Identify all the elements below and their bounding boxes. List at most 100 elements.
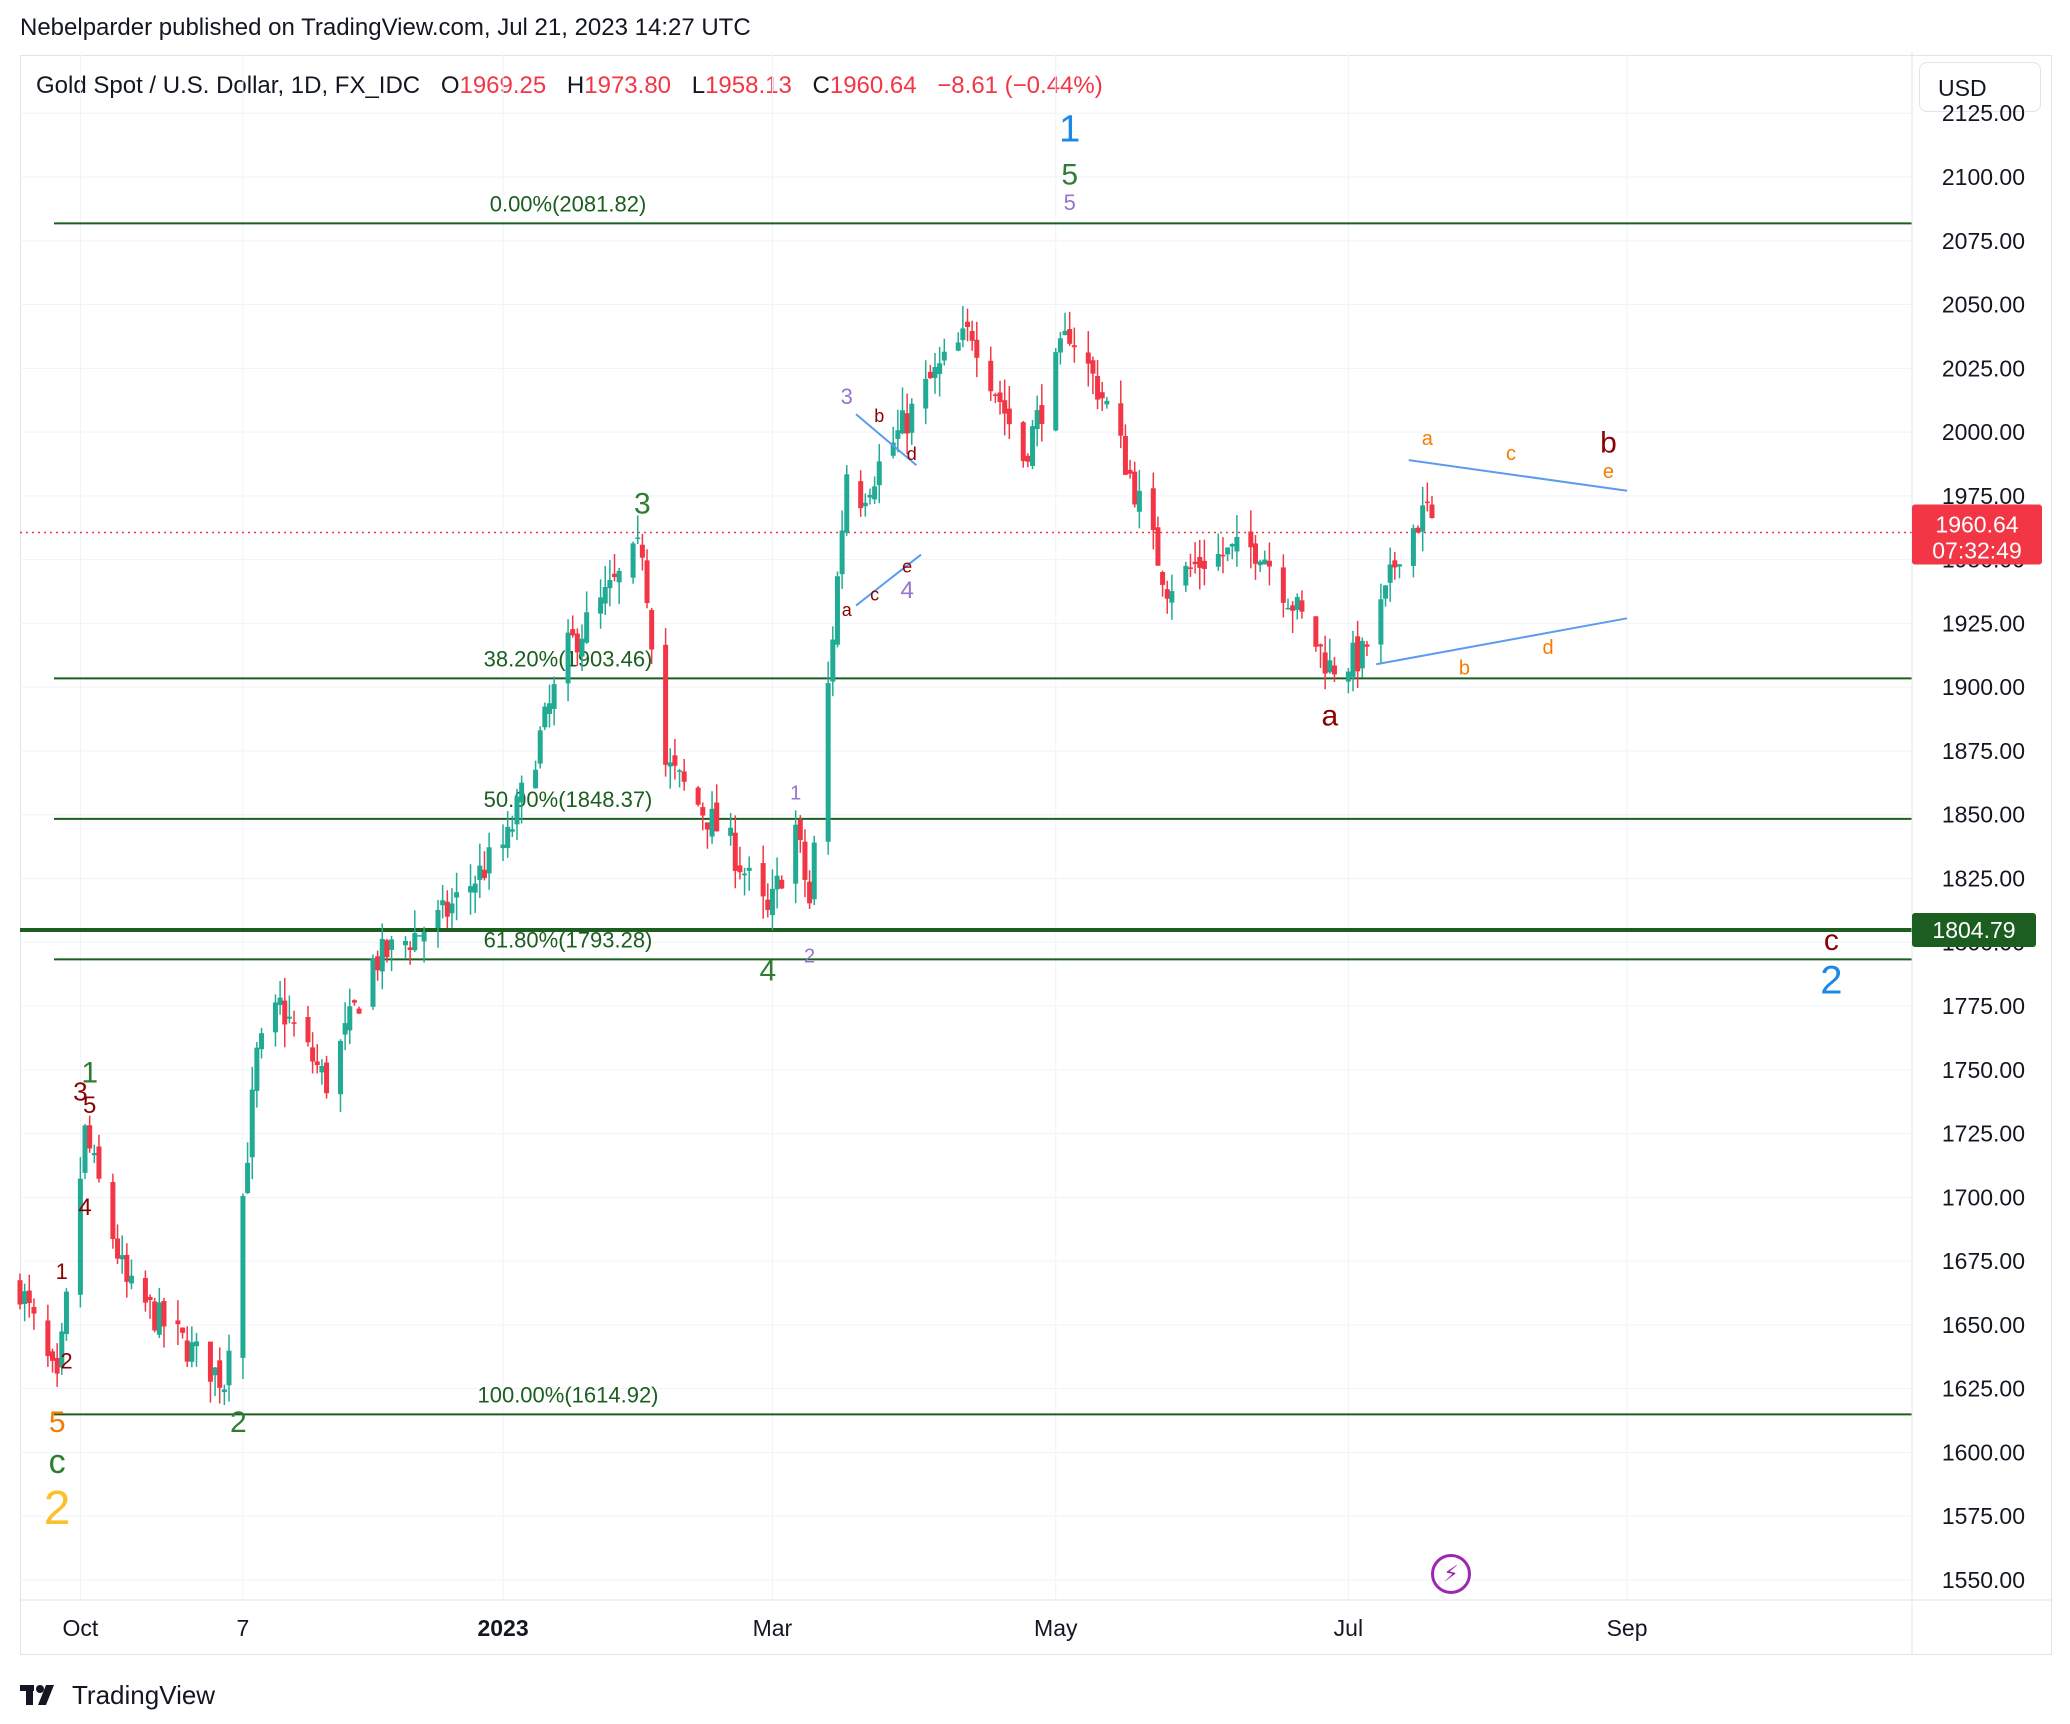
candle-body	[663, 644, 669, 765]
candle-body	[1383, 585, 1389, 599]
wave-label: b	[1600, 426, 1617, 459]
candle-body	[115, 1238, 121, 1259]
candle-body	[1257, 561, 1263, 566]
candle-body	[1331, 665, 1337, 675]
candle-body	[1396, 564, 1402, 567]
candle-body	[1160, 571, 1166, 585]
price-tick-label: 2075.00	[1942, 228, 2025, 254]
price-tick-label: 1675.00	[1942, 1248, 2025, 1274]
candle-body	[997, 392, 1003, 403]
candle-body	[128, 1275, 134, 1284]
candle-body	[551, 684, 557, 709]
candle-body	[1192, 561, 1198, 565]
candle-body	[1410, 528, 1416, 566]
candle-body	[1285, 607, 1291, 610]
candle-body	[454, 892, 460, 898]
chart-frame	[20, 55, 2052, 1655]
wave-label: 3	[73, 1076, 87, 1106]
candle-body	[537, 730, 543, 764]
candle-body	[505, 826, 511, 848]
candle-body	[1025, 455, 1031, 462]
candle-body	[630, 543, 636, 578]
currency-button[interactable]: USD	[1919, 62, 2041, 112]
candle-body	[941, 351, 947, 361]
candle-body	[31, 1306, 37, 1314]
candle-body	[904, 413, 910, 434]
candle-body	[1118, 403, 1124, 436]
time-tick-label: Jul	[1334, 1615, 1363, 1641]
candle-body	[876, 461, 882, 486]
candle-body	[254, 1047, 260, 1091]
candle-body	[1104, 400, 1110, 405]
footer-brand: TradingView	[72, 1679, 216, 1710]
candle-body	[1313, 616, 1319, 647]
candle-body	[704, 822, 710, 830]
candle-body	[486, 847, 492, 874]
candle-body	[760, 863, 766, 897]
candle-body	[695, 787, 701, 805]
candle-body	[681, 771, 687, 782]
candle-body	[91, 1152, 97, 1156]
price-tick-label: 2000.00	[1942, 419, 2025, 445]
candle-body	[226, 1350, 232, 1386]
candle-body	[1229, 543, 1235, 547]
candle-body	[50, 1351, 56, 1361]
candle-body	[481, 869, 487, 879]
candle-body	[1122, 436, 1128, 475]
candle-body	[17, 1280, 23, 1305]
candle-body	[277, 997, 283, 1005]
lightning-icon[interactable]: ⚡	[1431, 1554, 1471, 1594]
candle-body	[310, 1047, 316, 1062]
high-value: 1973.80	[584, 72, 672, 99]
wave-label: 4	[759, 955, 776, 988]
candle-body	[1127, 469, 1133, 474]
candle-body	[1030, 426, 1036, 466]
candle-body	[1062, 330, 1068, 336]
candle-body	[1085, 352, 1091, 364]
candle-body	[193, 1341, 199, 1347]
fib-retracement: 0.00%(2081.82)38.20%(1903.46)50.00%(1848…	[20, 191, 1912, 1416]
candle-body	[839, 530, 845, 575]
candle-body	[1201, 560, 1207, 569]
candle-body	[342, 1023, 348, 1035]
wave-label: 1	[81, 1057, 98, 1090]
time-axis[interactable]: Oct 7 2023 Mar May Jul Sep	[20, 1599, 2052, 1641]
candle-body	[412, 933, 418, 951]
candle-body	[314, 1061, 320, 1066]
candle-body	[584, 612, 590, 643]
candle-body	[899, 410, 905, 434]
candle-body	[974, 339, 980, 358]
candle-body	[937, 363, 943, 374]
candle-body	[63, 1291, 69, 1335]
candle-body	[955, 342, 961, 351]
wave-label: 2	[230, 1406, 247, 1439]
candle-body	[59, 1331, 65, 1368]
candle-body	[542, 706, 548, 728]
candle-body	[774, 875, 780, 890]
wave-label: 2	[804, 946, 815, 968]
price-axis[interactable]: 2125.00 2100.00 2075.00 2050.00 2025.00 2000.…	[1911, 52, 2025, 1655]
candle-body	[700, 807, 706, 816]
candle-body	[1327, 660, 1333, 673]
candle-body	[602, 587, 608, 604]
wave-label: d	[1543, 637, 1554, 659]
candle-body	[834, 576, 840, 645]
symbol-title[interactable]: Gold Spot / U.S. Dollar, 1D, FX_IDC	[36, 72, 421, 99]
candle-body	[1429, 504, 1435, 518]
candle-body	[389, 939, 395, 950]
candle-body	[156, 1302, 162, 1335]
candle-body	[54, 1357, 60, 1374]
fib-level-label: 0.00%(2081.82)	[490, 191, 647, 216]
candle-body	[1364, 644, 1370, 647]
candle-body	[152, 1301, 158, 1331]
candle-body	[565, 632, 571, 684]
candle-body	[1095, 376, 1101, 400]
candle-body	[175, 1320, 181, 1325]
candle-body	[793, 824, 799, 884]
price-tick-label: 1925.00	[1942, 610, 2025, 636]
candle-body	[992, 394, 998, 396]
candle-body	[1067, 329, 1073, 344]
tradingview-logo[interactable]: TradingView	[20, 1675, 215, 1715]
candle-body	[872, 486, 878, 500]
